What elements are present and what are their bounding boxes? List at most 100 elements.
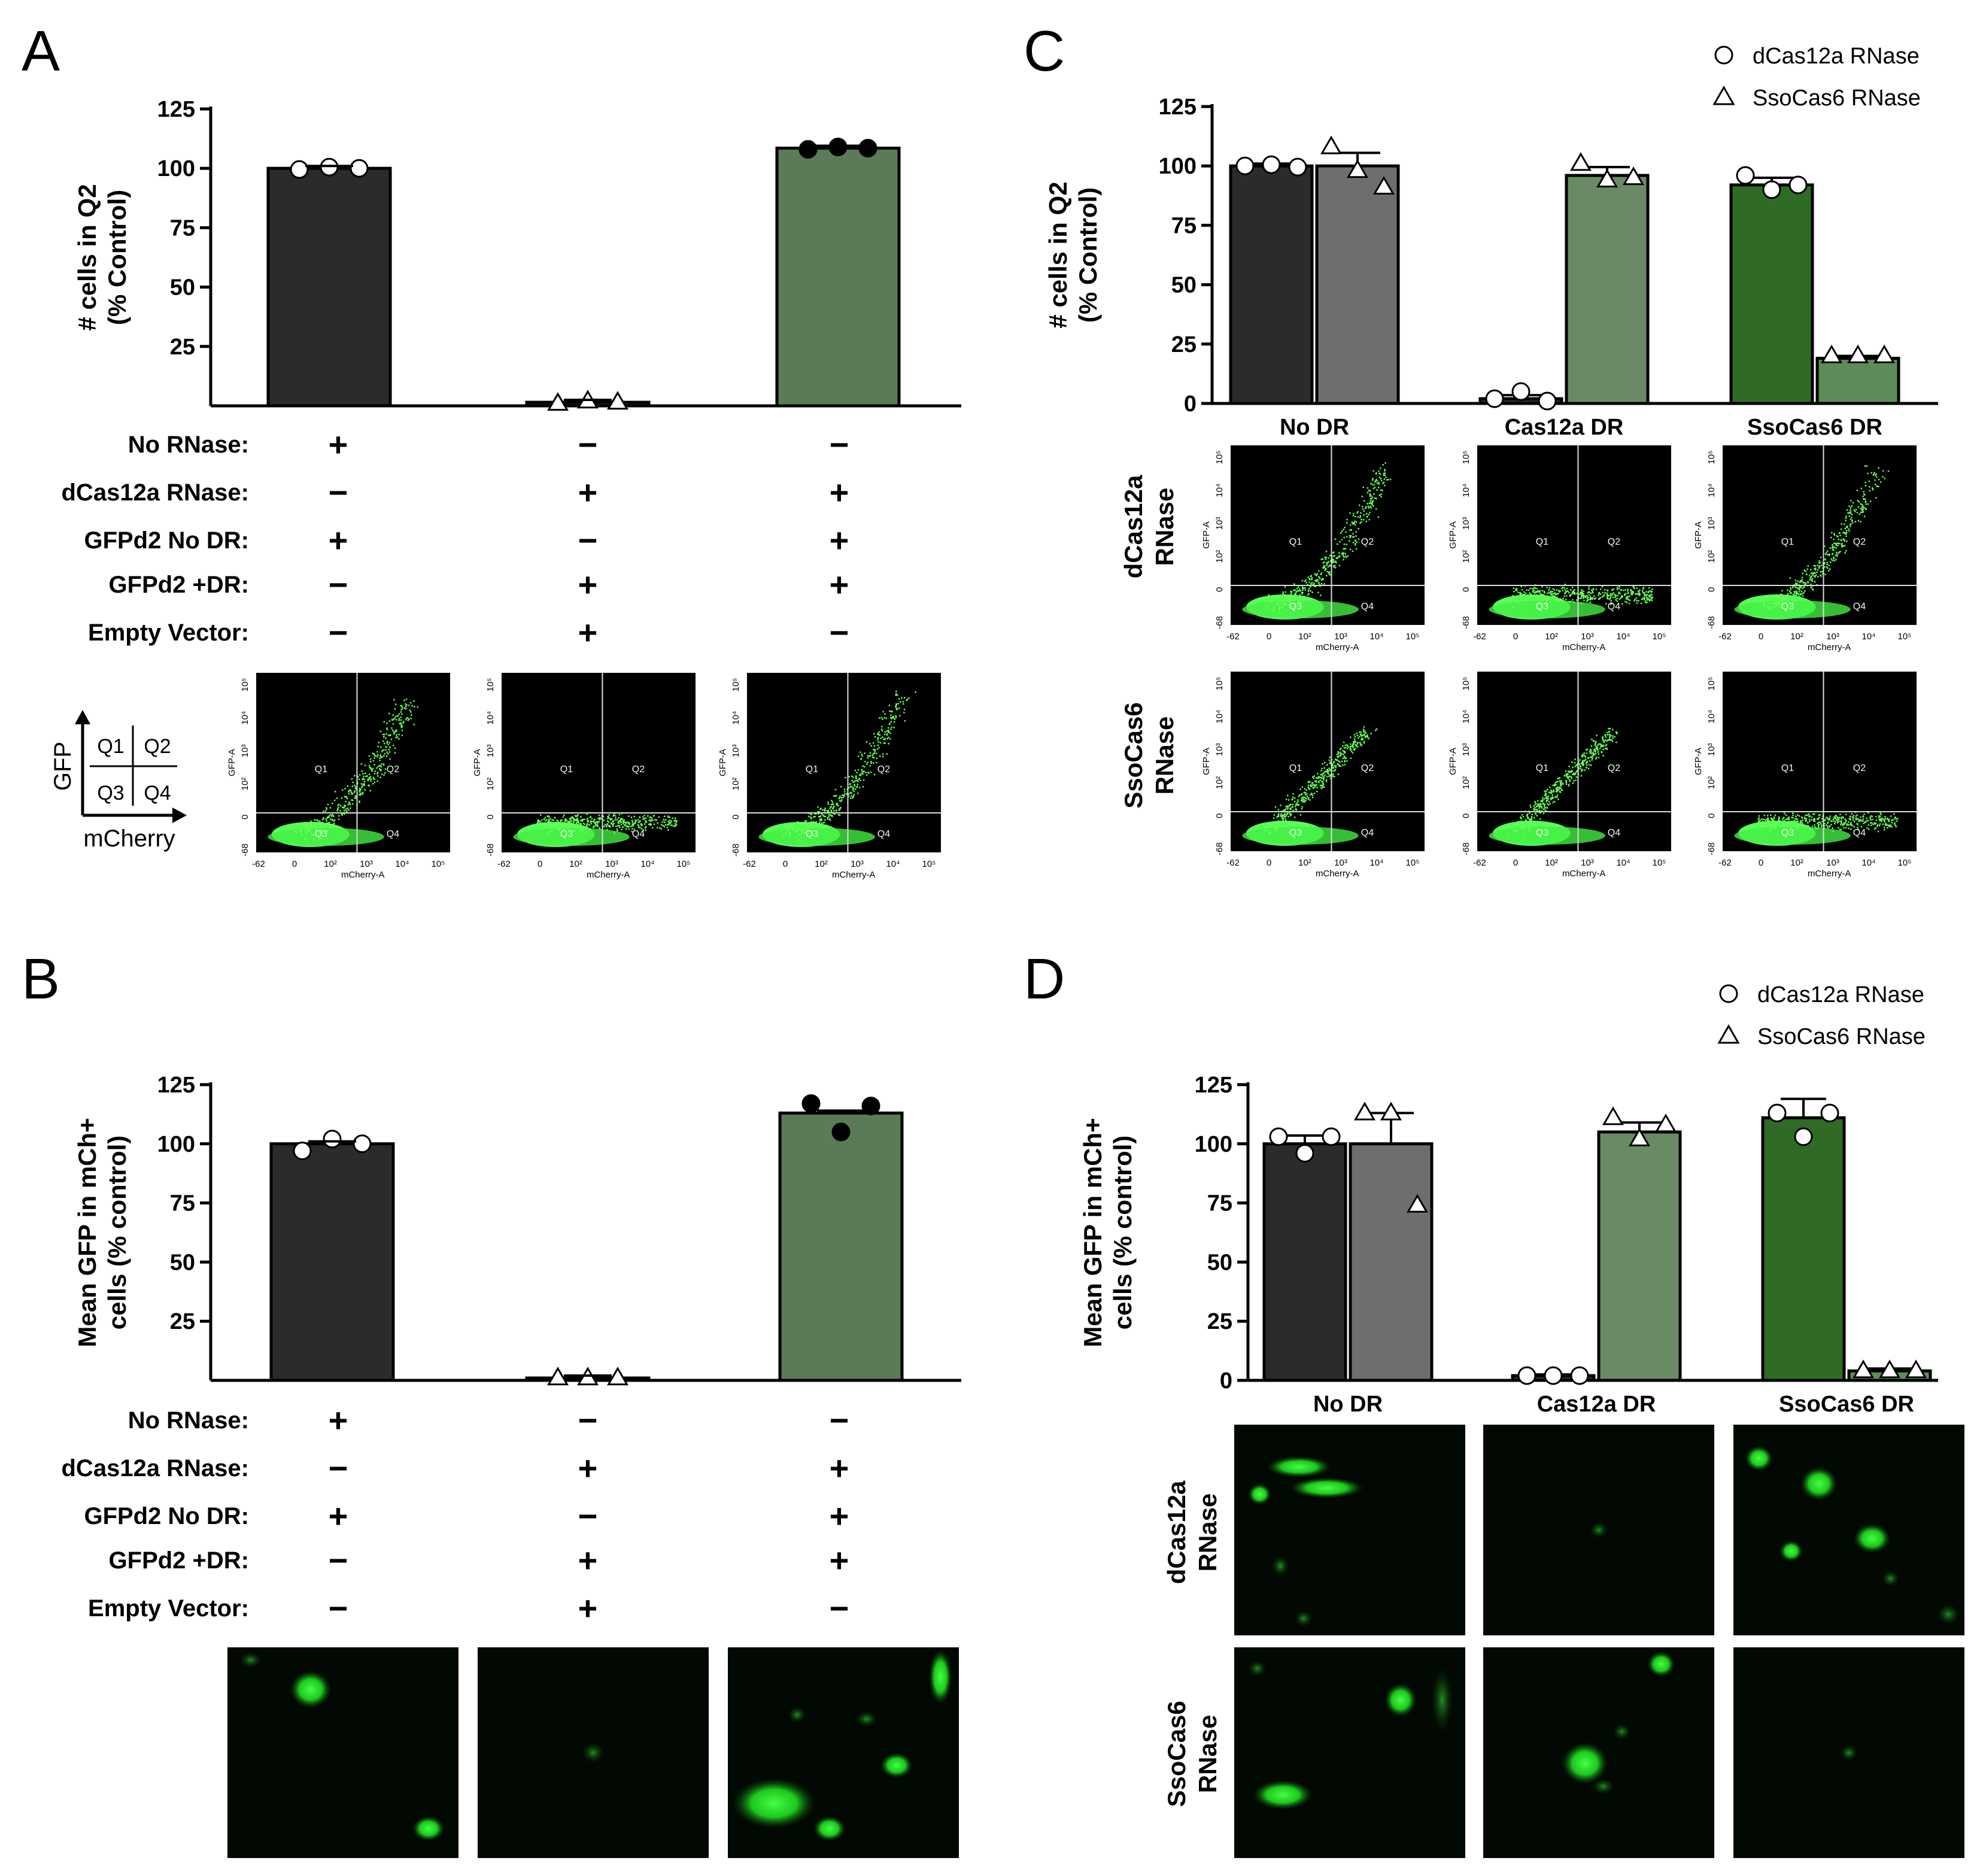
category-label: Cas12a DR [1505,415,1624,440]
cell-blob [1294,1610,1313,1627]
data-point [320,157,339,177]
quadrant-label: Q3 [1536,602,1548,612]
y-tick-label: 10² [1214,776,1225,790]
quadrant-label: Q3 [1536,828,1548,838]
bar [778,1111,904,1382]
flow-density [1489,827,1605,845]
y-tick-label: 100 [157,1132,195,1157]
x-tick-label: 10² [1790,632,1803,642]
legend-label-dcas12a: dCas12a RNase [1757,982,1924,1007]
x-tick-label: -62 [497,859,511,869]
x-tick-label: 10² [815,859,828,869]
cell-blob [1248,1660,1267,1677]
circle-open-icon [1719,984,1738,1003]
condition-label: No RNase: [128,432,249,458]
y-tick-label: 10⁵ [1706,677,1717,691]
data-point [1380,1101,1402,1121]
condition-label: No RNase: [128,1407,249,1434]
y-tick-label: -68 [1461,842,1471,855]
y-tick-label: 10⁴ [240,711,250,725]
micrograph [227,1647,458,1858]
y-axis-label: Mean GFP in mCh+ [1079,1118,1107,1347]
flow-plot: Q1 Q2 Q3 Q4 -62 0 10² 10³ 10⁴ 10⁵ -68 0 10² 10³ 10⁴ 10⁵… [472,673,696,880]
y-tick-label: 50 [170,1250,195,1275]
condition-sign: − [830,426,849,463]
condition-sign: − [329,1589,348,1627]
key-quadrant-label: Q3 [97,782,124,805]
condition-sign: + [329,1401,348,1439]
bar [1761,1116,1846,1382]
cell-blob [1936,1604,1960,1625]
x-tick-label: 0 [783,859,788,869]
x-tick-label: 10⁵ [1653,632,1666,642]
flow-events [1512,584,1654,608]
data-point [350,159,369,178]
data-point [861,1097,880,1116]
panel-letter-c: C [1024,19,1065,83]
y-tick-label: 10² [731,778,741,791]
quadrant-label: Q3 [560,829,573,839]
micrograph [1733,1425,1964,1635]
cell-blob [855,1710,878,1728]
flow-x-label: mCherry-A [1562,642,1606,652]
flow-background [1723,445,1917,625]
y-tick-label: -68 [485,843,496,857]
condition-label: GFPd2 No DR: [84,527,249,554]
cell-blob [1779,1540,1803,1562]
x-tick-label: 10⁴ [1616,858,1630,868]
flow-x-label: mCherry-A [1316,869,1359,879]
data-point [801,1094,821,1113]
data-point [1569,152,1592,171]
y-tick-label: 0 [1214,587,1225,592]
bar [1262,1142,1347,1382]
flow-events [1264,726,1378,834]
micrograph-background [1234,1647,1465,1858]
flow-plot: Q1 Q2 Q3 Q4 -62 0 10² 10³ 10⁴ 10⁵ -68 0 10² 10³ 10⁴ 10⁵… [227,673,450,880]
flow-density [1242,600,1359,618]
y-tick-label: 125 [157,1073,195,1098]
cell-blob [1248,1483,1271,1505]
y-tick-label: 0 [1461,587,1471,592]
quadrant-label: Q1 [560,764,573,775]
cell-blob [1800,1467,1838,1501]
data-point [290,160,309,179]
condition-sign: + [830,1497,849,1535]
flow-background [1231,672,1425,851]
cell-blob [412,1816,445,1841]
data-point [1372,175,1395,195]
condition-sign: + [329,1497,348,1535]
bar [775,146,901,408]
y-tick-label: 100 [157,156,195,181]
x-tick-label: 10³ [360,859,373,869]
flow-y-label: GFP-A [1201,748,1211,775]
flow-plot: Q1 Q2 Q3 Q4 -62 0 10² 10³ 10⁴ 10⁵ -68 0 10² 10³ 10⁴ 10⁵… [1448,445,1671,652]
micrograph-background [1234,1425,1465,1635]
x-tick-label: 10⁵ [432,859,445,869]
x-tick-label: 0 [1759,858,1763,868]
flow-density [1734,600,1851,618]
x-tick-label: 10⁵ [1653,858,1666,868]
data-point [1654,1113,1677,1133]
condition-sign: − [329,614,348,651]
arrow-up-icon [75,710,90,724]
condition-sign: + [830,473,849,511]
cell-blob [813,1816,846,1841]
quadrant-label: Q2 [632,764,645,775]
data-point [798,139,818,159]
flow-events [1757,811,1899,833]
y-tick-label: 0 [1706,813,1717,818]
legend-label-dcas12a: dCas12a RNase [1753,44,1920,69]
y-tick-label: 75 [1171,213,1197,238]
y-tick-label: 0 [1214,813,1225,818]
x-tick-label: 10⁴ [1616,632,1630,642]
y-tick-label: 10⁵ [1214,451,1225,465]
row-label: dCas12a [1119,475,1147,578]
y-tick-label: 10⁴ [1461,484,1471,497]
data-point [353,1134,372,1153]
cell-blob [1267,1456,1332,1477]
micrograph [728,1647,959,1858]
quadrant-label: Q2 [1853,763,1866,773]
x-tick-label: 10⁴ [1369,632,1383,642]
x-tick-label: 0 [1513,858,1518,868]
